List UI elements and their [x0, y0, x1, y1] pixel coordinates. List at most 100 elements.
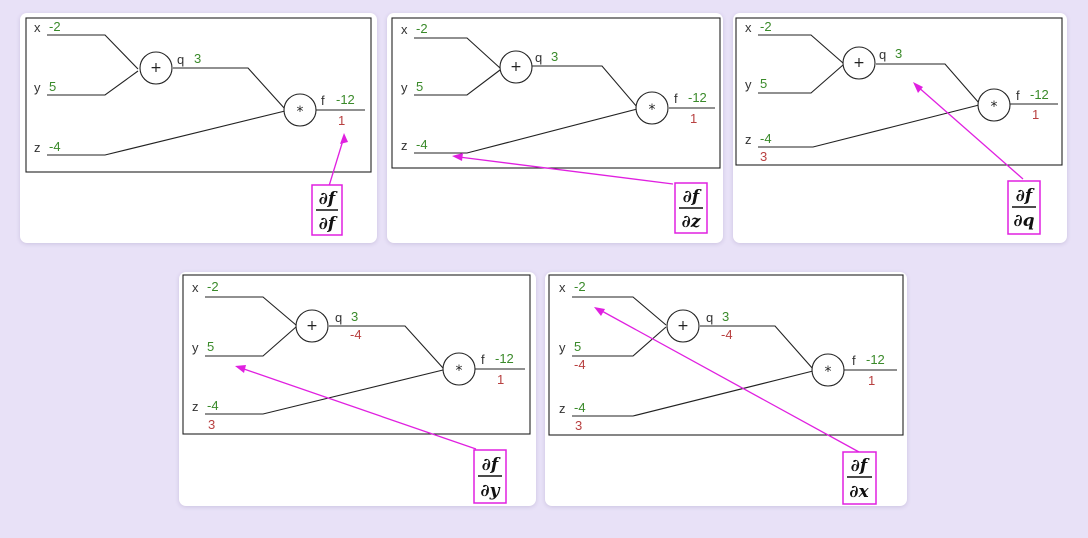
y-label: y — [34, 80, 41, 95]
z-wire — [572, 370, 814, 417]
arrow-head — [913, 82, 923, 93]
graph-diagram: + * x -2 y 5 -4 z -4 3 q 3 -4 f -12 1 ∂f… — [548, 274, 904, 505]
z-grad: 3 — [208, 417, 215, 432]
x-value: -2 — [207, 279, 219, 294]
f-value: -12 — [866, 352, 885, 367]
f-grad: 1 — [1032, 107, 1039, 122]
y-wire — [572, 326, 667, 357]
pointer-arrow — [599, 309, 860, 453]
f-label: f — [481, 352, 485, 367]
x-wire — [414, 37, 501, 69]
x-label: x — [34, 20, 41, 35]
y-value: 5 — [416, 79, 423, 94]
arrow-head — [452, 153, 463, 161]
add-op: + — [150, 60, 162, 76]
y-wire — [47, 70, 139, 96]
y-label: y — [401, 80, 408, 95]
x-wire — [758, 34, 844, 64]
q-grad: -4 — [350, 327, 362, 342]
derivative-denominator: ∂z — [682, 212, 701, 232]
diagram-border — [548, 274, 904, 436]
derivative-box — [842, 451, 877, 505]
x-label: x — [559, 280, 566, 295]
x-value: -2 — [760, 19, 772, 34]
f-value: -12 — [688, 90, 707, 105]
graph-diagram: + * x -2 y 5 z -4 3 q 3 f -12 1 ∂f ∂q — [735, 17, 1063, 235]
y-value: 5 — [574, 339, 581, 354]
add-op: + — [306, 318, 318, 334]
x-label: x — [192, 280, 199, 295]
x-value: -2 — [574, 279, 586, 294]
multiply-op: * — [456, 363, 463, 379]
f-value: -12 — [1030, 87, 1049, 102]
q-value: 3 — [722, 309, 729, 324]
z-wire — [758, 104, 980, 148]
x-value: -2 — [416, 21, 428, 36]
f-grad: 1 — [338, 113, 345, 128]
multiply-node — [977, 88, 1011, 122]
graph-diagram: + * x -2 y 5 z -4 q 3 f -12 1 ∂f ∂f — [25, 17, 372, 236]
z-value: -4 — [760, 131, 772, 146]
arrow-head — [340, 133, 348, 144]
f-label: f — [852, 353, 856, 368]
pointer-arrow — [916, 85, 1024, 180]
q-label: q — [177, 52, 184, 67]
y-label: y — [745, 77, 752, 92]
panel-3: + * x -2 y 5 z -4 3 q 3 f -12 1 ∂f ∂q — [733, 13, 1067, 243]
f-label: f — [321, 93, 325, 108]
derivative-numerator: ∂f — [1016, 186, 1035, 206]
multiply-op: * — [297, 104, 304, 120]
pointer-arrow — [458, 156, 674, 185]
panel-1: + * x -2 y 5 z -4 q 3 f -12 1 ∂f ∂f — [20, 13, 377, 243]
f-value: -12 — [336, 92, 355, 107]
z-value: -4 — [49, 139, 61, 154]
multiply-node — [811, 353, 845, 387]
x-wire — [205, 296, 297, 326]
derivative-numerator: ∂f — [482, 455, 501, 475]
arrow-head — [235, 365, 246, 373]
y-wire — [758, 64, 844, 94]
y-wire — [205, 326, 297, 357]
pointer-arrow — [328, 136, 345, 187]
q-wire — [700, 325, 814, 370]
multiply-node — [283, 93, 317, 127]
multiply-node — [635, 91, 669, 125]
q-wire — [532, 65, 638, 108]
diagram-border — [391, 17, 721, 169]
z-value: -4 — [207, 398, 219, 413]
z-value: -4 — [574, 400, 586, 415]
add-node — [295, 309, 329, 343]
z-label: z — [34, 140, 41, 155]
y-wire — [414, 69, 501, 96]
derivative-denominator: ∂q — [1014, 211, 1035, 231]
arrow-head — [594, 307, 605, 316]
diagram-border — [182, 274, 531, 435]
z-label: z — [559, 401, 566, 416]
pointer-arrow — [240, 367, 477, 450]
add-node — [666, 309, 700, 343]
f-label: f — [674, 91, 678, 106]
derivative-numerator: ∂f — [319, 189, 338, 209]
y-value: 5 — [760, 76, 767, 91]
x-value: -2 — [49, 19, 61, 34]
q-wire — [876, 63, 980, 104]
z-wire — [414, 108, 638, 154]
f-label: f — [1016, 88, 1020, 103]
y-value: 5 — [207, 339, 214, 354]
z-value: -4 — [416, 137, 428, 152]
multiply-op: * — [991, 99, 998, 115]
derivative-denominator: ∂x — [849, 482, 869, 502]
add-op: + — [510, 59, 522, 75]
derivative-denominator: ∂y — [481, 481, 501, 501]
q-label: q — [335, 310, 342, 325]
z-wire — [205, 369, 444, 415]
add-op: + — [853, 55, 865, 71]
panel-4: + * x -2 y 5 z -4 3 q 3 -4 f -12 1 ∂f ∂y — [179, 272, 536, 506]
z-label: z — [192, 399, 199, 414]
z-label: z — [401, 138, 408, 153]
add-node — [499, 50, 533, 84]
q-label: q — [879, 47, 886, 62]
q-label: q — [535, 50, 542, 65]
x-label: x — [745, 20, 752, 35]
panel-2: + * x -2 y 5 z -4 q 3 f -12 1 ∂f ∂z — [387, 13, 723, 243]
